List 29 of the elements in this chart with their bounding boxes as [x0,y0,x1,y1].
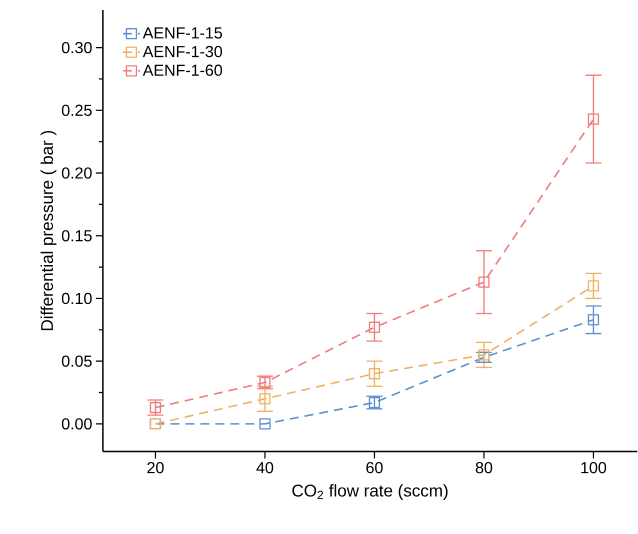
point [478,276,490,288]
point [368,368,380,380]
y-axis-title: Differential pressure ( bar ) [40,130,56,330]
point [368,396,380,408]
point [588,280,600,292]
y-tick-label: 0.30 [62,42,92,54]
y-tick-label: 0.10 [62,292,92,304]
point [368,321,380,333]
point [150,402,162,414]
point [478,349,490,360]
x-tick-label: 60 [366,462,383,474]
point [259,376,271,388]
point [259,392,271,404]
y-tick-label: 0.05 [62,355,92,367]
x-tick-label: 20 [147,462,164,474]
x-tick-label: 40 [256,462,274,474]
y-tick-label: 0.15 [62,230,92,242]
legend-label: AENF-1-30 [142,46,222,58]
y-tick-label: 0.25 [62,104,92,116]
x-tick-label: 80 [476,462,492,474]
x-tick-label: 100 [581,462,606,474]
legend-label: AENF-1-15 [142,27,222,38]
x-axis-title: CO$_{2}$ flow rate (sccm) [292,484,448,500]
point [588,113,600,125]
point [259,418,271,430]
legend-label: AENF-1-60 [142,64,222,76]
point [588,314,600,326]
y-tick-label: 0.00 [62,418,92,430]
y-tick-label: 0.20 [62,167,92,179]
